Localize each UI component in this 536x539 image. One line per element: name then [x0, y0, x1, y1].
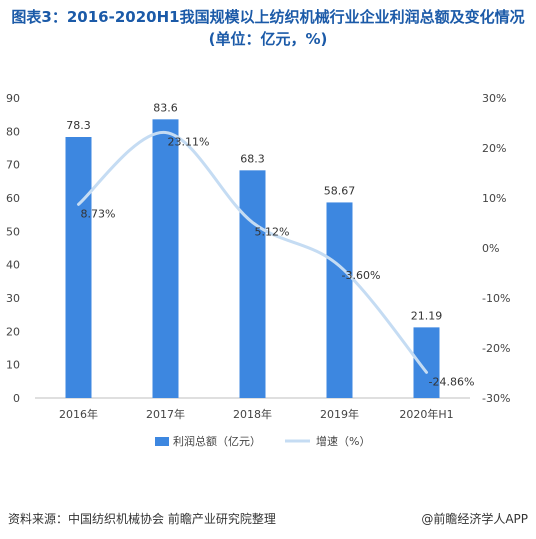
- y-axis-right: -30% -20% -10% 0% 10% 20% 30%: [482, 92, 510, 405]
- y-left-tick-label: 10: [6, 359, 20, 372]
- y-right-tick-label: 10%: [482, 192, 506, 205]
- y-left-tick-label: 80: [6, 125, 20, 138]
- chart-title: 图表3：2016-2020H1我国规模以上纺织机械行业企业利润总额及变化情况(单…: [11, 8, 525, 48]
- bar: [152, 119, 179, 398]
- bar-series: [65, 119, 440, 398]
- y-left-tick-label: 0: [13, 392, 20, 405]
- y-left-tick-label: 30: [6, 292, 20, 305]
- y-left-tick-label: 20: [6, 325, 20, 338]
- line-value-labels: 8.73% 23.11% 5.12% -3.60% -24.86%: [81, 135, 475, 388]
- bar-value-label: 68.3: [240, 152, 265, 165]
- bar-value-labels: 78.3 83.6 68.3 58.67 21.19: [66, 101, 442, 322]
- line-value-label: 8.73%: [81, 207, 116, 220]
- legend: 利润总额（亿元） 增速（%）: [155, 434, 370, 448]
- line-value-label: -24.86%: [429, 375, 475, 388]
- x-tick-label: 2019年: [320, 407, 359, 421]
- y-left-tick-label: 50: [6, 225, 20, 238]
- bar: [239, 170, 266, 398]
- combo-chart: 0 10 20 30 40 50 60 70 80 90 -30% -20% -10% 0% 10% 20%…: [6, 92, 510, 448]
- legend-bar-swatch: [155, 437, 169, 446]
- source-note: 资料来源：中国纺织机械协会 前瞻产业研究院整理: [8, 512, 276, 526]
- x-tick-label: 2020年H1: [399, 407, 453, 421]
- y-right-tick-label: 0%: [482, 242, 499, 255]
- x-tick-label: 2016年: [59, 407, 98, 421]
- y-left-tick-label: 90: [6, 92, 20, 105]
- growth-line-series: [77, 130, 428, 374]
- x-axis-categories: 2016年 2017年 2018年 2019年 2020年H1: [59, 407, 454, 421]
- x-tick-label: 2018年: [233, 407, 272, 421]
- bar-value-label: 78.3: [66, 119, 91, 132]
- y-right-tick-label: -20%: [482, 342, 510, 355]
- brand-credit: @前瞻经济学人APP: [421, 512, 528, 526]
- bar-value-label: 83.6: [153, 101, 178, 114]
- footer: 资料来源：中国纺织机械协会 前瞻产业研究院整理 @前瞻经济学人APP: [8, 510, 528, 530]
- x-tick-label: 2017年: [146, 407, 185, 421]
- line-value-label: 5.12%: [255, 225, 290, 238]
- bar-value-label: 21.19: [411, 309, 443, 322]
- line-value-label: -3.60%: [342, 269, 381, 282]
- legend-bar-label: 利润总额（亿元）: [173, 434, 261, 448]
- y-left-tick-label: 40: [6, 259, 20, 272]
- y-axis-left: 0 10 20 30 40 50 60 70 80 90: [6, 92, 20, 405]
- y-right-tick-label: -30%: [482, 392, 510, 405]
- line-value-label: 23.11%: [168, 135, 210, 148]
- y-right-tick-label: 30%: [482, 92, 506, 105]
- y-left-tick-label: 70: [6, 159, 20, 172]
- bar-value-label: 58.67: [324, 184, 356, 197]
- y-left-tick-label: 60: [6, 192, 20, 205]
- y-right-tick-label: -10%: [482, 292, 510, 305]
- bar: [65, 137, 92, 398]
- y-right-tick-label: 20%: [482, 142, 506, 155]
- bar: [326, 202, 353, 398]
- legend-line-label: 增速（%）: [316, 434, 370, 448]
